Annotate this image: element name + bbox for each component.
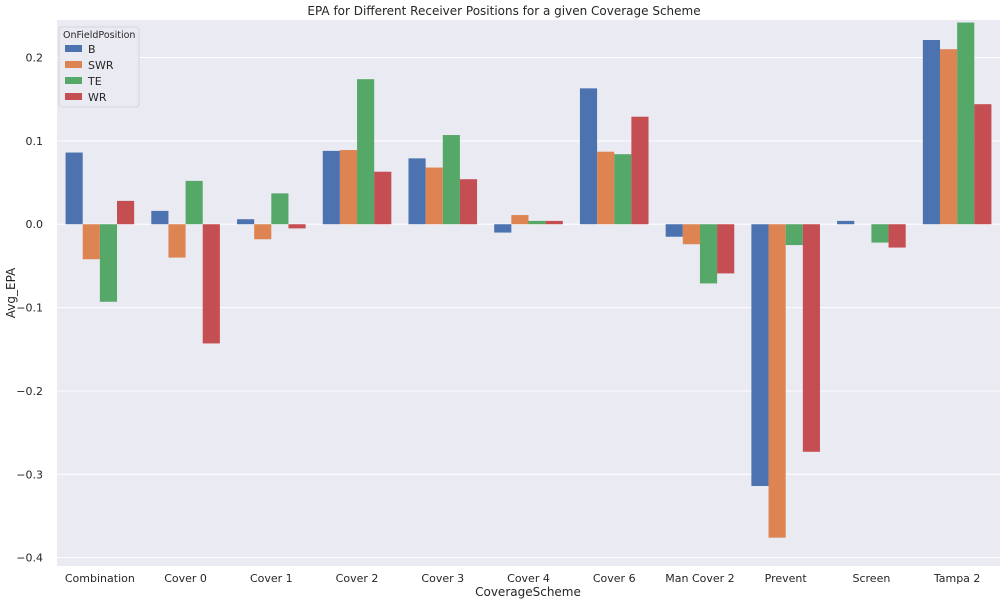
bar-b-6 (579, 88, 598, 225)
bar-b-5 (494, 224, 512, 233)
bar-te-0 (99, 224, 118, 302)
bar-wr-4 (459, 179, 478, 225)
x-tick-label: Prevent (765, 572, 808, 585)
y-axis-title: Avg_EPA (4, 267, 18, 318)
y-tick-label: 0.2 (26, 52, 44, 65)
x-tick-label: Tampa 2 (933, 572, 981, 585)
bar-swr-5 (511, 215, 529, 225)
bar-te-7 (699, 224, 718, 284)
bar-wr-0 (117, 200, 135, 225)
legend-label-wr: WR (88, 91, 107, 104)
bars (65, 22, 992, 538)
legend-title: OnFieldPosition (63, 30, 135, 41)
bar-wr-7 (717, 224, 735, 274)
bar-te-9 (871, 224, 889, 243)
bar-swr-8 (768, 224, 786, 538)
bar-b-3 (322, 150, 340, 225)
legend-swatch-te (65, 77, 82, 84)
x-tick-label: Cover 6 (593, 572, 636, 585)
x-tick-label: Cover 2 (336, 572, 379, 585)
bar-te-2 (271, 193, 289, 225)
bar-swr-2 (254, 224, 272, 240)
x-axis-ticks: Combination Cover 0 Cover 1 Cover 2 Cover 3 C… (65, 572, 981, 585)
x-tick-label: Man Cover 2 (665, 572, 734, 585)
x-tick-label: Cover 0 (164, 572, 207, 585)
bar-te-3 (357, 79, 375, 225)
bar-swr-1 (168, 224, 186, 258)
bar-te-6 (614, 154, 632, 225)
bar-swr-7 (682, 224, 700, 245)
legend-swatch-wr (65, 93, 82, 100)
chart-title: EPA for Different Receiver Positions for… (307, 4, 700, 18)
bar-wr-1 (202, 224, 220, 344)
legend-label-b: B (88, 43, 96, 56)
bar-b-1 (151, 210, 169, 225)
bar-te-4 (442, 135, 460, 225)
bar-b-8 (751, 224, 769, 486)
bar-swr-10 (939, 49, 958, 225)
bar-te-5 (528, 220, 546, 225)
bar-te-8 (785, 224, 803, 246)
y-tick-label: 0.0 (26, 218, 44, 231)
bar-b-4 (408, 158, 426, 225)
bar-te-1 (185, 180, 203, 225)
bar-wr-9 (888, 224, 906, 248)
bar-b-7 (665, 224, 683, 237)
bar-b-0 (65, 152, 83, 225)
legend-swatch-swr (65, 61, 82, 68)
bar-b-2 (237, 219, 255, 225)
bar-wr-8 (802, 224, 820, 452)
legend-label-swr: SWR (88, 59, 114, 72)
bar-swr-4 (425, 167, 443, 225)
bar-wr-2 (288, 224, 306, 229)
bar-wr-10 (974, 104, 992, 225)
x-tick-label: Screen (852, 572, 890, 585)
y-tick-label: −0.1 (16, 302, 43, 315)
bar-swr-6 (597, 151, 615, 225)
bar-wr-5 (545, 220, 563, 225)
y-tick-label: 0.1 (26, 135, 44, 148)
bar-te-10 (957, 22, 975, 225)
legend: OnFieldPosition B SWR TE WR (58, 26, 140, 108)
x-tick-label: Cover 3 (421, 572, 464, 585)
x-axis-title: CoverageScheme (475, 585, 581, 599)
plot-area (57, 20, 1000, 566)
x-tick-label: Cover 4 (507, 572, 550, 585)
bar-wr-6 (631, 116, 649, 225)
x-tick-label: Combination (65, 572, 135, 585)
bar-b-10 (922, 40, 940, 225)
y-tick-label: −0.4 (16, 552, 43, 565)
bar-wr-3 (374, 171, 392, 225)
y-axis-ticks: −0.4 −0.3 −0.2 −0.1 0.0 0.1 0.2 (16, 52, 43, 565)
legend-swatch-b (65, 45, 82, 52)
bar-swr-3 (339, 150, 358, 225)
bar-b-9 (837, 220, 855, 225)
legend-label-te: TE (87, 75, 102, 88)
y-tick-label: −0.3 (16, 468, 43, 481)
x-tick-label: Cover 1 (250, 572, 293, 585)
y-tick-label: −0.2 (16, 385, 43, 398)
bar-swr-0 (82, 224, 100, 260)
